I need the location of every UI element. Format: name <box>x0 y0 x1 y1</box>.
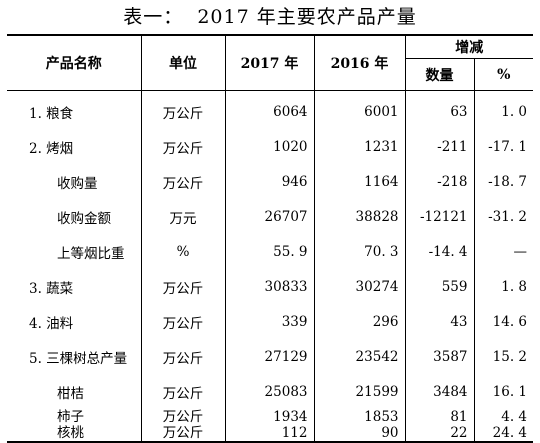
row-2017-value: 1020 <box>225 129 315 164</box>
row-change-percent: — <box>513 243 528 260</box>
row-2016-value: 38828 <box>314 199 406 234</box>
row-change-percent: -17. 1 <box>488 138 527 155</box>
row-2016-value: 21599 <box>314 374 406 409</box>
row-change-quantity: 3587 <box>405 339 475 374</box>
header-change: 增减 <box>405 34 533 59</box>
row-change-percent: 1. 0 <box>501 103 527 120</box>
table-row: 核桃 万公斤 112 90 22 24. 4 <box>7 425 533 443</box>
row-change-quantity: -211 <box>405 129 475 164</box>
row-2016-value: 6001 <box>314 94 406 129</box>
row-2017-value: 30833 <box>225 269 315 304</box>
row-unit: 万公斤 <box>141 269 226 304</box>
row-2017-value: 946 <box>225 164 315 199</box>
header-separator <box>7 90 533 94</box>
row-product-name: 5. 三棵树总产量 <box>7 339 142 374</box>
row-unit: 万公斤 <box>141 304 226 339</box>
table-row: 柑桔 万公斤 25083 21599 3484 16. 1 <box>7 374 533 409</box>
row-change-quantity: 63 <box>405 94 475 129</box>
table-row: 柿子 万公斤 1934 1853 81 4. 4 <box>7 409 533 425</box>
table-row: 收购金额 万元 26707 38828 -12121 -31. 2 <box>7 199 533 234</box>
row-2016-value: 23542 <box>314 339 406 374</box>
row-change-quantity: 559 <box>405 269 475 304</box>
row-change-percent: 14. 6 <box>492 313 527 330</box>
row-product-name: 上等烟比重 <box>7 234 142 269</box>
row-product-name: 收购量 <box>7 164 142 199</box>
row-change-quantity: 81 <box>405 409 475 425</box>
row-unit: 万公斤 <box>141 164 226 199</box>
row-2017-value: 6064 <box>225 94 315 129</box>
row-change-quantity: 43 <box>405 304 475 339</box>
row-2016-value: 30274 <box>314 269 406 304</box>
row-product-name: 2. 烤烟 <box>7 129 142 164</box>
row-change-quantity: 3484 <box>405 374 475 409</box>
row-unit: % <box>141 234 226 269</box>
row-product-name: 3. 蔬菜 <box>7 269 142 304</box>
row-2016-value: 1164 <box>314 164 406 199</box>
row-2017-value: 25083 <box>225 374 315 409</box>
row-2016-value: 1231 <box>314 129 406 164</box>
row-change-percent: 24. 4 <box>474 425 533 443</box>
row-2017-value: 26707 <box>225 199 315 234</box>
row-product-name: 柿子 <box>7 409 142 425</box>
row-unit: 万公斤 <box>141 374 226 409</box>
row-2016-value: 296 <box>314 304 406 339</box>
row-2016-value: 70. 3 <box>314 234 406 269</box>
production-table: 产品名称 单位 2017 年 2016 年 增减 数量 % 1. 粮食 万公斤 … <box>7 34 533 443</box>
row-change-percent: 4. 4 <box>501 409 527 425</box>
header-2016: 2016 年 <box>314 34 406 91</box>
row-2016-value: 90 <box>314 425 406 443</box>
row-product-name: 4. 油料 <box>7 304 142 339</box>
row-product-name: 核桃 <box>7 425 142 443</box>
table-row: 上等烟比重 % 55. 9 70. 3 -14. 4 — <box>7 234 533 269</box>
header-change-percent: % <box>474 58 533 91</box>
table-row: 3. 蔬菜 万公斤 30833 30274 559 1. 8 <box>7 269 533 304</box>
row-change-quantity: -12121 <box>405 199 475 234</box>
table-row: 4. 油料 万公斤 339 296 43 14. 6 <box>7 304 533 339</box>
row-product-name: 1. 粮食 <box>7 94 142 129</box>
header-product-name: 产品名称 <box>7 34 142 91</box>
row-change-quantity: -218 <box>405 164 475 199</box>
row-2017-value: 27129 <box>225 339 315 374</box>
row-change-percent: -18. 7 <box>488 173 527 190</box>
row-unit: 万公斤 <box>141 94 226 129</box>
table-row: 收购量 万公斤 946 1164 -218 -18. 7 <box>7 164 533 199</box>
row-2017-value: 339 <box>225 304 315 339</box>
row-product-name: 收购金额 <box>7 199 142 234</box>
header-unit: 单位 <box>141 34 226 91</box>
row-2017-value: 112 <box>225 425 315 443</box>
row-unit: 万公斤 <box>141 129 226 164</box>
table-row: 5. 三棵树总产量 万公斤 27129 23542 3587 15. 2 <box>7 339 533 374</box>
row-2017-value: 55. 9 <box>225 234 315 269</box>
row-change-quantity: 22 <box>405 425 475 443</box>
row-2017-value: 1934 <box>225 409 315 425</box>
table-row: 1. 粮食 万公斤 6064 6001 63 1. 0 <box>7 94 533 129</box>
row-unit: 万公斤 <box>141 409 226 425</box>
row-2016-value: 1853 <box>314 409 406 425</box>
row-unit: 万元 <box>141 199 226 234</box>
table-row: 2. 烤烟 万公斤 1020 1231 -211 -17. 1 <box>7 129 533 164</box>
row-change-quantity: -14. 4 <box>405 234 475 269</box>
row-change-percent: 15. 2 <box>492 348 527 365</box>
row-unit: 万公斤 <box>141 425 226 443</box>
row-change-percent: -31. 2 <box>488 208 527 225</box>
table-title: 表一： 2017 年主要农产品产量 <box>123 6 417 28</box>
row-unit: 万公斤 <box>141 339 226 374</box>
row-change-percent: 1. 8 <box>501 278 527 295</box>
row-change-percent: 16. 1 <box>492 383 527 400</box>
row-product-name: 柑桔 <box>7 374 142 409</box>
header-2017: 2017 年 <box>225 34 315 91</box>
header-change-quantity: 数量 <box>405 58 475 91</box>
